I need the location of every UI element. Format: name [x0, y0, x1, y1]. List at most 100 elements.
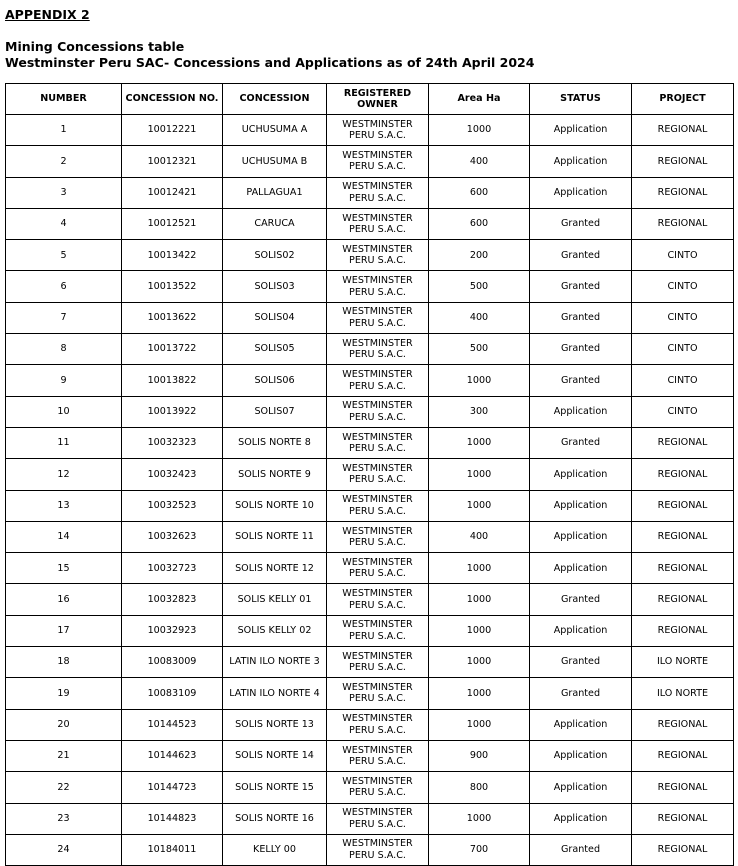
cell-concession-no: 10013822 [121, 364, 223, 397]
cell-area-ha: 400 [428, 145, 530, 178]
cell-area-ha: 600 [428, 207, 530, 241]
table-row: 13 10032523 SOLIS NORTE 10 WESTMINSTER PERU… [5, 489, 734, 522]
cell-project: CINTO [631, 270, 734, 303]
appendix-heading: APPENDIX 2 [5, 7, 90, 22]
cell-number: 19 [5, 677, 122, 710]
cell-project: REGIONAL [631, 207, 734, 241]
cell-concession-no: 10032923 [121, 614, 223, 648]
cell-number: 17 [5, 614, 122, 648]
cell-project: REGIONAL [631, 802, 734, 835]
table-row: 14 10032623 SOLIS NORTE 11 WESTMINSTER PERU… [5, 520, 734, 554]
table-row: 8 10013722 SOLIS05 WESTMINSTER PERU S.A.C. 5… [5, 333, 734, 366]
table-row: 3 10012421 PALLAGUA1 WESTMINSTER PERU S.A.C… [5, 176, 734, 209]
cell-concession-no: 10032623 [121, 520, 223, 554]
cell-area-ha: 900 [428, 739, 530, 773]
cell-status: Application [529, 458, 632, 491]
cell-concession-no: 10012321 [121, 145, 223, 178]
cell-project: REGIONAL [631, 552, 734, 585]
cell-number: 13 [5, 489, 122, 522]
cell-concession: SOLIS NORTE 16 [222, 802, 327, 835]
cell-status: Application [529, 489, 632, 522]
cell-area-ha: 200 [428, 239, 530, 272]
cell-number: 9 [5, 364, 122, 397]
table-row: 24 10184011 KELLY 00 WESTMINSTER PERU S.A.C… [5, 833, 734, 866]
cell-status: Granted [529, 583, 632, 616]
cell-concession: PALLAGUA1 [222, 176, 327, 209]
cell-number: 7 [5, 301, 122, 335]
cell-registered-owner: WESTMINSTER PERU S.A.C. [326, 583, 429, 616]
cell-status: Granted [529, 270, 632, 303]
column-header-number: NUMBER [5, 83, 122, 115]
cell-project: REGIONAL [631, 145, 734, 178]
cell-registered-owner: WESTMINSTER PERU S.A.C. [326, 677, 429, 710]
cell-concession-no: 10032323 [121, 426, 223, 460]
cell-area-ha: 600 [428, 176, 530, 209]
cell-concession: SOLIS KELLY 02 [222, 614, 327, 648]
cell-registered-owner: WESTMINSTER PERU S.A.C. [326, 426, 429, 460]
cell-area-ha: 500 [428, 333, 530, 366]
cell-concession-no: 10012521 [121, 207, 223, 241]
cell-concession-no: 10032823 [121, 583, 223, 616]
cell-number: 23 [5, 802, 122, 835]
table-header-row: NUMBER CONCESSION NO. CONCESSION REGISTERED… [5, 83, 734, 115]
cell-status: Application [529, 614, 632, 648]
cell-project: REGIONAL [631, 489, 734, 522]
cell-concession: SOLIS03 [222, 270, 327, 303]
cell-number: 15 [5, 552, 122, 585]
cell-project: REGIONAL [631, 614, 734, 648]
cell-area-ha: 800 [428, 771, 530, 804]
cell-number: 10 [5, 395, 122, 428]
cell-status: Application [529, 145, 632, 178]
cell-concession-no: 10013922 [121, 395, 223, 428]
cell-project: REGIONAL [631, 426, 734, 460]
cell-concession: SOLIS NORTE 12 [222, 552, 327, 585]
cell-area-ha: 400 [428, 301, 530, 335]
cell-concession: SOLIS06 [222, 364, 327, 397]
cell-number: 21 [5, 739, 122, 773]
cell-registered-owner: WESTMINSTER PERU S.A.C. [326, 145, 429, 178]
cell-area-ha: 1000 [428, 458, 530, 491]
cell-number: 6 [5, 270, 122, 303]
cell-project: REGIONAL [631, 458, 734, 491]
cell-area-ha: 1000 [428, 677, 530, 710]
concessions-table: NUMBER CONCESSION NO. CONCESSION REGISTERED… [5, 83, 734, 866]
cell-area-ha: 1000 [428, 802, 530, 835]
cell-concession-no: 10083009 [121, 646, 223, 679]
cell-area-ha: 1000 [428, 646, 530, 679]
cell-registered-owner: WESTMINSTER PERU S.A.C. [326, 270, 429, 303]
column-header-status: STATUS [529, 83, 632, 115]
column-header-project: PROJECT [631, 83, 734, 115]
table-row: 21 10144623 SOLIS NORTE 14 WESTMINSTER PERU… [5, 739, 734, 773]
cell-concession-no: 10032723 [121, 552, 223, 585]
cell-registered-owner: WESTMINSTER PERU S.A.C. [326, 739, 429, 773]
cell-concession-no: 10013722 [121, 333, 223, 366]
table-row: 18 10083009 LATIN ILO NORTE 3 WESTMINSTER P… [5, 646, 734, 679]
table-row: 9 10013822 SOLIS06 WESTMINSTER PERU S.A.C. 1… [5, 364, 734, 397]
cell-concession: SOLIS NORTE 14 [222, 739, 327, 773]
cell-concession-no: 10083109 [121, 677, 223, 710]
cell-status: Granted [529, 239, 632, 272]
cell-status: Granted [529, 333, 632, 366]
cell-registered-owner: WESTMINSTER PERU S.A.C. [326, 207, 429, 241]
cell-status: Granted [529, 646, 632, 679]
cell-concession: SOLIS NORTE 13 [222, 708, 327, 741]
cell-status: Granted [529, 301, 632, 335]
cell-area-ha: 1000 [428, 426, 530, 460]
cell-status: Application [529, 113, 632, 147]
table-row: 2 10012321 UCHUSUMA B WESTMINSTER PERU S.A.… [5, 145, 734, 178]
cell-registered-owner: WESTMINSTER PERU S.A.C. [326, 771, 429, 804]
cell-project: REGIONAL [631, 113, 734, 147]
cell-concession: CARUCA [222, 207, 327, 241]
cell-number: 5 [5, 239, 122, 272]
table-row: 11 10032323 SOLIS NORTE 8 WESTMINSTER PERU … [5, 426, 734, 460]
cell-registered-owner: WESTMINSTER PERU S.A.C. [326, 364, 429, 397]
cell-area-ha: 1000 [428, 113, 530, 147]
cell-area-ha: 1000 [428, 364, 530, 397]
cell-registered-owner: WESTMINSTER PERU S.A.C. [326, 239, 429, 272]
cell-status: Application [529, 708, 632, 741]
cell-number: 8 [5, 333, 122, 366]
table-row: 1 10012221 UCHUSUMA A WESTMINSTER PERU S.A.… [5, 113, 734, 147]
cell-project: ILO NORTE [631, 646, 734, 679]
cell-project: CINTO [631, 333, 734, 366]
cell-project: REGIONAL [631, 176, 734, 209]
